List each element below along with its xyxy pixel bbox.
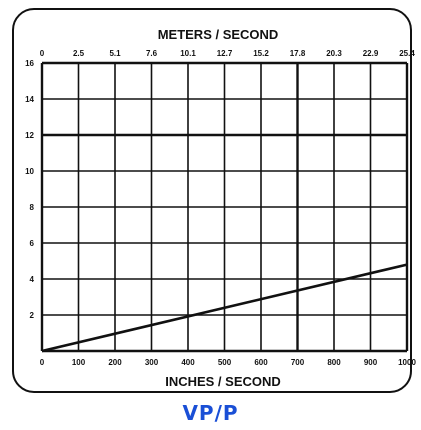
y-tick-label: 10 [25, 167, 34, 176]
x-tick-label: 300 [145, 358, 159, 367]
chart-caption: VP/P [182, 401, 239, 425]
x-tick-label: 0 [40, 358, 45, 367]
grid [40, 61, 409, 353]
x-top-tick-label: 25.4 [399, 49, 415, 58]
x-tick-label: 100 [72, 358, 86, 367]
y-tick-label: 16 [25, 59, 34, 68]
y-tick-label: 12 [25, 131, 34, 140]
x-top-tick-label: 22.9 [363, 49, 379, 58]
chart: 0 100 200 300 400 500 600 700 800 900 1000 0 2.5 5.1 7… [25, 27, 416, 389]
x-tick-label: 700 [291, 358, 305, 367]
x-top-tick-label: 2.5 [73, 49, 85, 58]
y-tick-label: 6 [30, 239, 35, 248]
x-tick-label: 400 [181, 358, 195, 367]
y-tick-label: 2 [30, 311, 35, 320]
y-tick-label: 4 [30, 275, 35, 284]
tick-labels: 0 100 200 300 400 500 600 700 800 900 1000 0 2.5 5.1 7… [25, 49, 416, 367]
x-top-tick-label: 15.2 [253, 49, 269, 58]
x-top-tick-label: 0 [40, 49, 45, 58]
x-top-tick-label: 5.1 [109, 49, 121, 58]
y-tick-label: 14 [25, 95, 34, 104]
series-layer [41, 263, 408, 353]
x-top-tick-label: 7.6 [146, 49, 158, 58]
x-top-tick-label: 17.8 [290, 49, 306, 58]
x-tick-label: 600 [254, 358, 268, 367]
x-tick-label: 200 [108, 358, 122, 367]
series-line [41, 263, 408, 353]
x-top-tick-label: 12.7 [217, 49, 233, 58]
top-axis-title: METERS / SECOND [158, 27, 279, 42]
x-tick-label: 900 [364, 358, 378, 367]
x-tick-label: 800 [327, 358, 341, 367]
x-tick-label: 500 [218, 358, 232, 367]
x-tick-label: 1000 [398, 358, 416, 367]
x-top-tick-label: 10.1 [180, 49, 196, 58]
bottom-axis-title: INCHES / SECOND [165, 374, 281, 389]
x-top-tick-label: 20.3 [326, 49, 342, 58]
y-tick-label: 8 [30, 203, 35, 212]
